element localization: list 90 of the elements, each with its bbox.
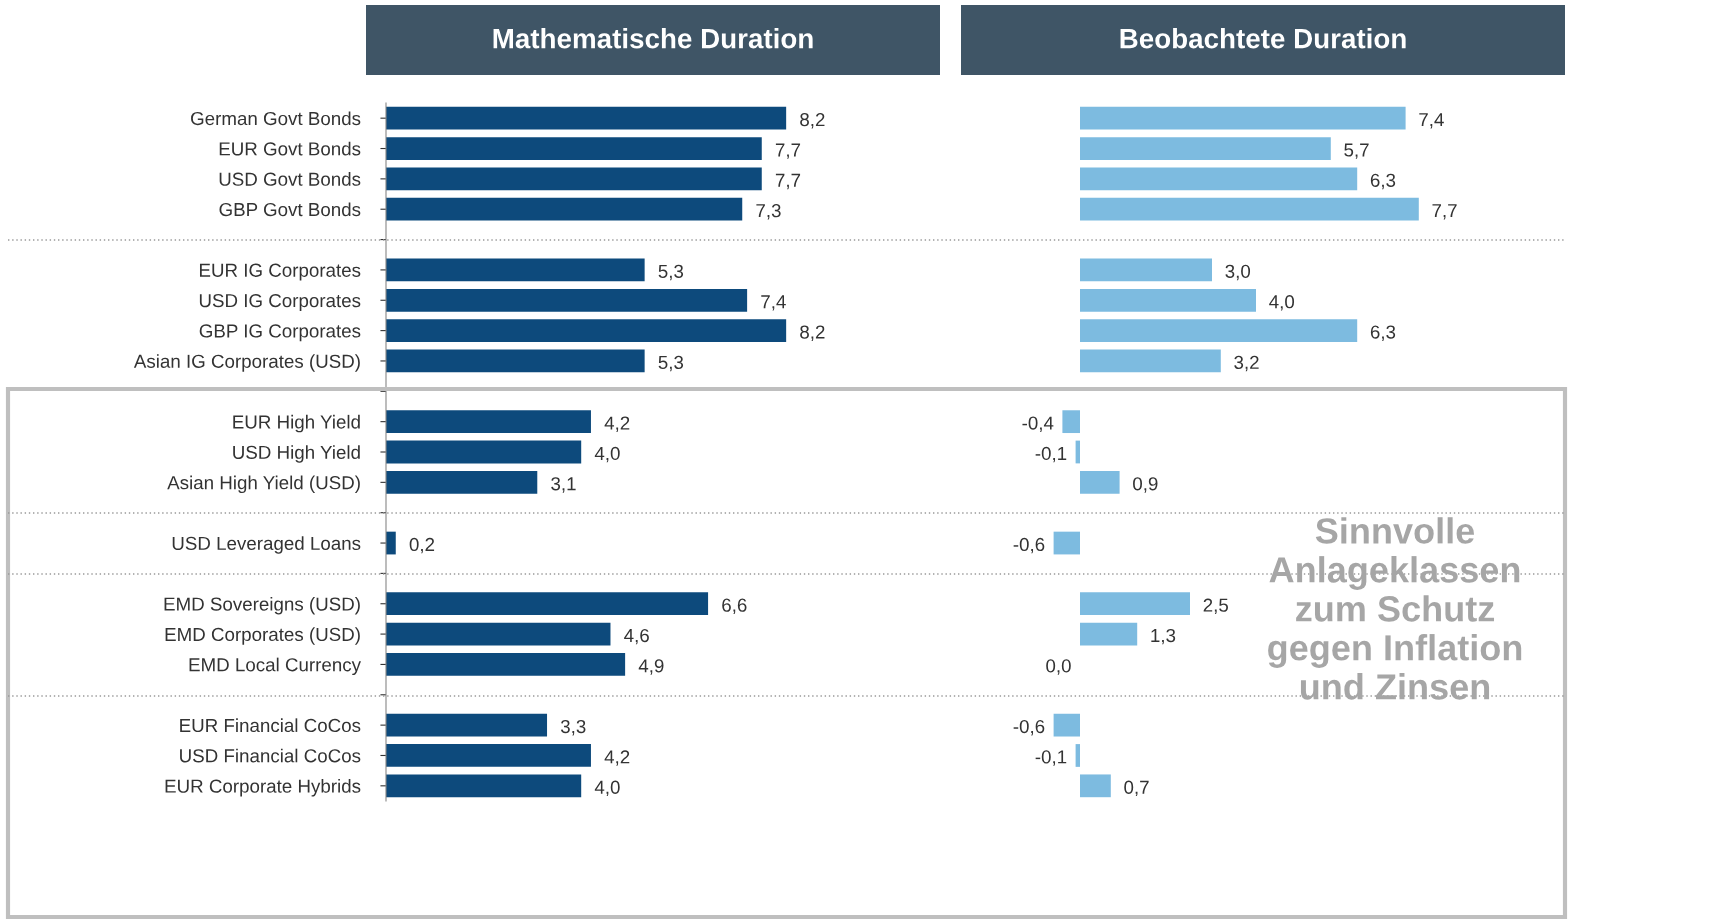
chart-title: Mathematische Duration bbox=[493, 28, 813, 49]
data-label: 7,4 bbox=[761, 295, 786, 311]
bar bbox=[1080, 258, 1212, 282]
y-tick-label: EUR Financial CoCos bbox=[180, 718, 361, 733]
bar bbox=[386, 592, 709, 616]
bar bbox=[386, 653, 626, 676]
data-label: 3,2 bbox=[1234, 355, 1259, 372]
bar bbox=[386, 197, 743, 221]
bar bbox=[1080, 622, 1138, 646]
bar bbox=[1053, 531, 1080, 555]
data-label: 7,7 bbox=[775, 173, 801, 190]
data-label: 4,2 bbox=[604, 750, 630, 766]
chart-title: Beobachtete Duration bbox=[1120, 28, 1406, 49]
y-tick-label: German Govt Bonds bbox=[191, 111, 361, 126]
data-label: 6,3 bbox=[1370, 173, 1396, 190]
bar bbox=[1053, 713, 1080, 737]
bar bbox=[386, 470, 538, 494]
y-tick-label: GBP Govt Bonds bbox=[219, 202, 361, 217]
bar bbox=[1075, 744, 1080, 767]
data-label: 3,0 bbox=[1225, 264, 1251, 281]
bar bbox=[386, 288, 748, 312]
bar bbox=[386, 622, 611, 646]
data-label: 0,9 bbox=[1133, 477, 1158, 493]
bar bbox=[1080, 167, 1358, 191]
bar bbox=[386, 774, 582, 798]
bar bbox=[386, 440, 582, 464]
data-label: 4,0 bbox=[594, 780, 620, 797]
y-tick-label: Asian High Yield (USD) bbox=[167, 475, 360, 494]
bar bbox=[386, 137, 762, 160]
bar bbox=[1080, 137, 1331, 160]
bar bbox=[1062, 410, 1080, 434]
y-tick-label: EMD Sovereigns (USD) bbox=[164, 596, 360, 615]
y-tick-label: EMD Local Currency bbox=[189, 657, 361, 676]
data-label: 3,1 bbox=[551, 477, 576, 493]
data-label: -0,6 bbox=[1013, 719, 1045, 736]
bar bbox=[386, 744, 591, 767]
data-label: 5,3 bbox=[658, 264, 684, 281]
data-label: 6,6 bbox=[722, 598, 747, 615]
data-label: 0,7 bbox=[1124, 780, 1149, 797]
bar bbox=[1080, 774, 1111, 798]
data-label: 2,5 bbox=[1203, 598, 1228, 615]
bar bbox=[386, 410, 591, 434]
y-tick-label: USD Financial CoCos bbox=[180, 748, 361, 763]
bar bbox=[386, 349, 645, 373]
bar bbox=[386, 106, 787, 130]
data-label: 1,3 bbox=[1151, 628, 1176, 645]
bar bbox=[386, 713, 548, 737]
y-tick-label: USD IG Corporates bbox=[199, 293, 361, 311]
y-tick-label: EUR Corporate Hybrids bbox=[165, 779, 361, 797]
data-label: 0,2 bbox=[409, 537, 435, 554]
bar bbox=[386, 258, 645, 282]
bar bbox=[1080, 470, 1120, 494]
data-label: -0,1 bbox=[1035, 446, 1067, 463]
data-label: 8,2 bbox=[800, 112, 825, 129]
annotation: Sinnvolle Anlageklassen zum Schutz gegen Inflation und Zinsen bbox=[1268, 517, 1522, 700]
data-label: 7,7 bbox=[775, 143, 801, 159]
y-tick-label: EMD Corporates (USD) bbox=[165, 627, 360, 645]
data-label: 4,2 bbox=[604, 416, 630, 432]
bar bbox=[1080, 319, 1358, 342]
data-label: 7,7 bbox=[1432, 204, 1457, 220]
data-label: 4,0 bbox=[1269, 295, 1295, 311]
bar bbox=[386, 167, 762, 191]
y-tick-label: USD Leveraged Loans bbox=[172, 536, 361, 554]
bar bbox=[1080, 349, 1221, 373]
data-label: 8,2 bbox=[800, 325, 825, 341]
data-label: 5,7 bbox=[1344, 143, 1369, 159]
bar bbox=[1080, 592, 1190, 616]
data-label: 4,9 bbox=[638, 659, 664, 675]
y-tick-label: EUR Govt Bonds bbox=[219, 141, 361, 156]
y-tick-label: EUR High Yield bbox=[233, 414, 360, 433]
data-label: 7,4 bbox=[1419, 113, 1444, 129]
data-label: 5,3 bbox=[658, 355, 684, 372]
y-tick-label: USD High Yield bbox=[233, 445, 360, 463]
bar bbox=[1080, 288, 1256, 312]
data-label: -0,1 bbox=[1035, 750, 1067, 766]
data-label: 0,0 bbox=[1046, 659, 1071, 675]
data-label: 7,3 bbox=[756, 204, 781, 220]
y-tick-label: Asian IG Corporates (USD) bbox=[133, 354, 360, 372]
data-label: 6,3 bbox=[1370, 325, 1396, 341]
y-tick-label: GBP IG Corporates bbox=[199, 324, 361, 342]
data-label: 3,3 bbox=[560, 719, 586, 736]
data-label: 4,6 bbox=[624, 628, 649, 645]
data-label: -0,6 bbox=[1013, 537, 1045, 554]
bar bbox=[386, 319, 787, 342]
y-tick-label: USD Govt Bonds bbox=[219, 172, 361, 186]
data-label: -0,4 bbox=[1022, 416, 1054, 432]
bar bbox=[1080, 106, 1406, 130]
data-label: 4,0 bbox=[594, 446, 620, 463]
y-tick-label: EUR IG Corporates bbox=[199, 263, 361, 281]
bar bbox=[1080, 197, 1419, 221]
